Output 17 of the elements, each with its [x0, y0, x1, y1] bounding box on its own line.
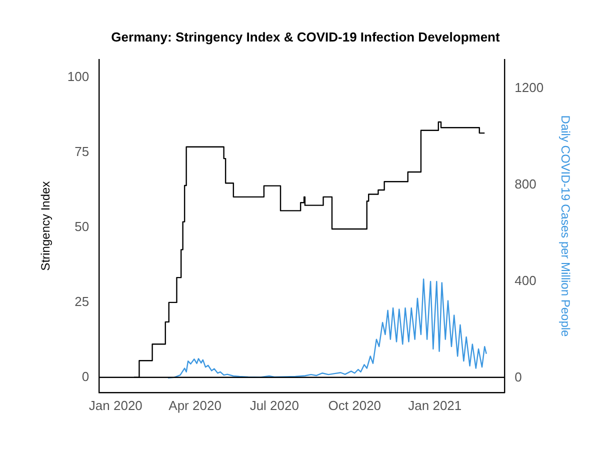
y2-tick-label: 1200 [514, 80, 544, 96]
y-tick-label: 100 [67, 69, 90, 84]
chart-title: Germany: Stringency Index & COVID-19 Infection Development [111, 29, 500, 44]
x-tick-label: Jan 2020 [88, 398, 142, 413]
y-tick-label: 75 [74, 144, 90, 160]
y2-axis-title: Daily COVID-19 Cases per Million People [558, 115, 572, 338]
y-tick-label: 50 [74, 219, 90, 234]
y-tick-label: 0 [82, 368, 90, 384]
y2-tick-label: 0 [514, 370, 522, 385]
y-tick-label: 25 [74, 294, 90, 310]
y-axis-title: Stringency Index [38, 181, 53, 271]
x-tick-label: Oct 2020 [328, 398, 382, 413]
x-tick-label: Apr 2020 [168, 398, 222, 413]
y2-tick-label: 800 [514, 176, 536, 192]
y2-tick-label: 400 [514, 273, 536, 288]
x-tick-label: Jan 2021 [408, 398, 462, 413]
x-tick-label: Jul 2020 [250, 398, 299, 413]
